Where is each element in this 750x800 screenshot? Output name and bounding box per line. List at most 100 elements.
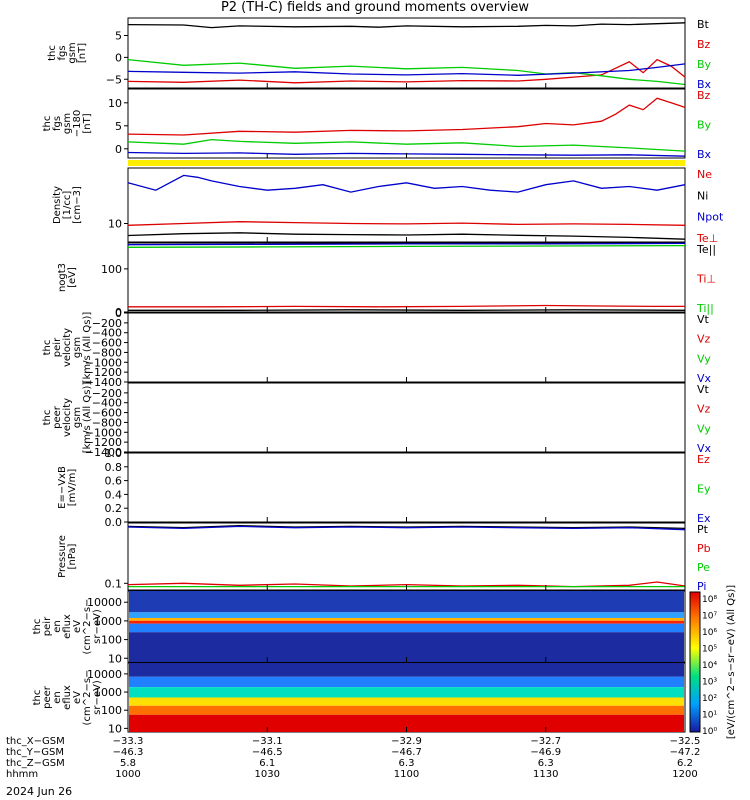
y-axis-label: eV [72,691,83,704]
y-axis-label: thc [42,116,53,132]
orbit-value: −32.5 [670,736,701,747]
y-axis-label: en [52,691,63,704]
colorbar-tick-label: 10⁸ [702,595,717,605]
y-axis-label: gsm [72,407,83,428]
y-axis-label: fgs [52,116,63,131]
y-tick-label: −1400 [85,446,122,459]
orbit-value: −46.7 [391,747,422,758]
y-tick-label: 0 [115,306,122,319]
y-axis-label: nogt3 [57,263,68,292]
orbit-row-label: thc_Y−GSM [6,747,64,758]
colorbar-tick-label: 10⁵ [702,645,717,655]
y-tick-label: 0.8 [105,461,123,474]
series-line-Ti⊥ [127,242,686,246]
colorbar [689,591,701,733]
y-axis-label: gsm [62,113,73,134]
y-axis-label: velocity [62,398,73,437]
series-line-Ti|| [127,244,686,248]
orbit-row-label: thc_Z−GSM [6,758,65,769]
orbit-value: −32.9 [391,736,422,747]
y-tick-label: −200 [92,387,122,400]
orbit-value: −32.7 [530,736,561,747]
y-tick-label: −1000 [85,356,122,369]
colorbar-label: [eV/(cm^2−s−sr−eV) (All Qs)] [726,585,737,739]
orbit-value: 1200 [672,769,697,780]
y-tick-label: 10 [108,97,122,110]
panel-frame-4 [127,242,686,313]
y-tick-label: 0.1 [105,577,123,590]
y-axis-label: fgs [57,45,68,60]
legend-entry: Vz [697,403,711,416]
series-line-Te⊥ [128,304,685,308]
y-axis-label: [nT] [82,113,93,133]
y-tick-label: 0.6 [105,475,123,488]
y-tick-label: 10000 [87,596,122,609]
legend-entry: Ex [697,512,711,525]
legend-entry: Vt [697,383,710,396]
orbit-value: −47.2 [670,747,701,758]
legend-entry: Bt [697,18,710,31]
y-axis-label: [nPa] [67,543,78,569]
panel-frame-5 [127,312,686,383]
spectrogram-band [129,697,684,706]
legend-entry: Bx [697,148,712,161]
y-axis-label: Density [52,186,63,224]
y-tick-label: −400 [92,327,122,340]
orbit-value: 6.3 [538,758,554,769]
orbit-value: −46.9 [530,747,561,758]
orbit-value: 6.2 [677,758,693,769]
y-tick-label: 100 [101,704,122,717]
series-line-Pt [127,525,686,530]
legend-entry: Pb [697,542,711,555]
y-axis-label: eV [72,620,83,633]
series-line-By [127,58,686,86]
spectrogram-band [129,623,684,633]
series-line-Bz [127,97,686,136]
y-tick-label: 10 [108,722,122,735]
y-tick-label: 0 [115,307,122,320]
y-tick-label: 0 [115,143,122,156]
legend-entry: Pt [697,523,709,536]
colorbar-tick-label: 10³ [702,678,717,688]
y-axis-label: peir [52,337,63,357]
legend-entry: By [697,119,712,132]
legend-entry: Vx [697,442,712,455]
spectrogram-band [129,612,684,618]
y-tick-label: 5 [115,30,122,43]
series-line-Pi [127,525,686,531]
legend-entry: Te⊥ [696,232,718,245]
figure-title: P2 (TH-C) fields and ground moments over… [220,0,530,15]
y-axis-label: gsm [72,337,83,358]
y-axis-label: thc [47,45,58,61]
y-tick-label: 1.0 [105,447,123,460]
y-axis-label: Pressure [57,535,68,578]
panel-frame-2 [127,88,686,159]
spectrogram-band [129,620,684,624]
legend-entry: Vz [697,333,711,346]
legend-entry: Ne [697,168,712,181]
orbit-value: 1000 [115,769,140,780]
colorbar-tick-label: 10² [702,694,717,704]
y-axis-label: E=−VxB [57,466,68,509]
spectrogram-band [129,663,684,677]
y-tick-label: 100 [101,263,122,276]
y-axis-label: [1/cc] [62,191,73,220]
orbit-value: −46.3 [113,747,144,758]
orbit-row-label: hhmm [6,769,38,780]
y-axis-label: sr−eV) [92,609,103,644]
orbit-value: 6.1 [259,758,275,769]
orbit-value: 6.3 [399,758,415,769]
y-tick-label: 0 [115,51,122,64]
y-axis-label: [cm−3] [72,186,83,224]
y-tick-label: 1000 [94,615,122,628]
legend-entry: Bz [697,38,711,51]
series-line-By [127,138,686,152]
y-tick-label: −1400 [85,376,122,389]
panel-frame-7 [127,452,686,523]
colorbar-tick-label: 10⁶ [702,628,717,638]
y-axis-label: thc [32,619,43,635]
series-line-Bx [127,63,686,76]
legend-entry: Npot [697,211,724,224]
y-tick-label: 0.2 [105,502,123,515]
